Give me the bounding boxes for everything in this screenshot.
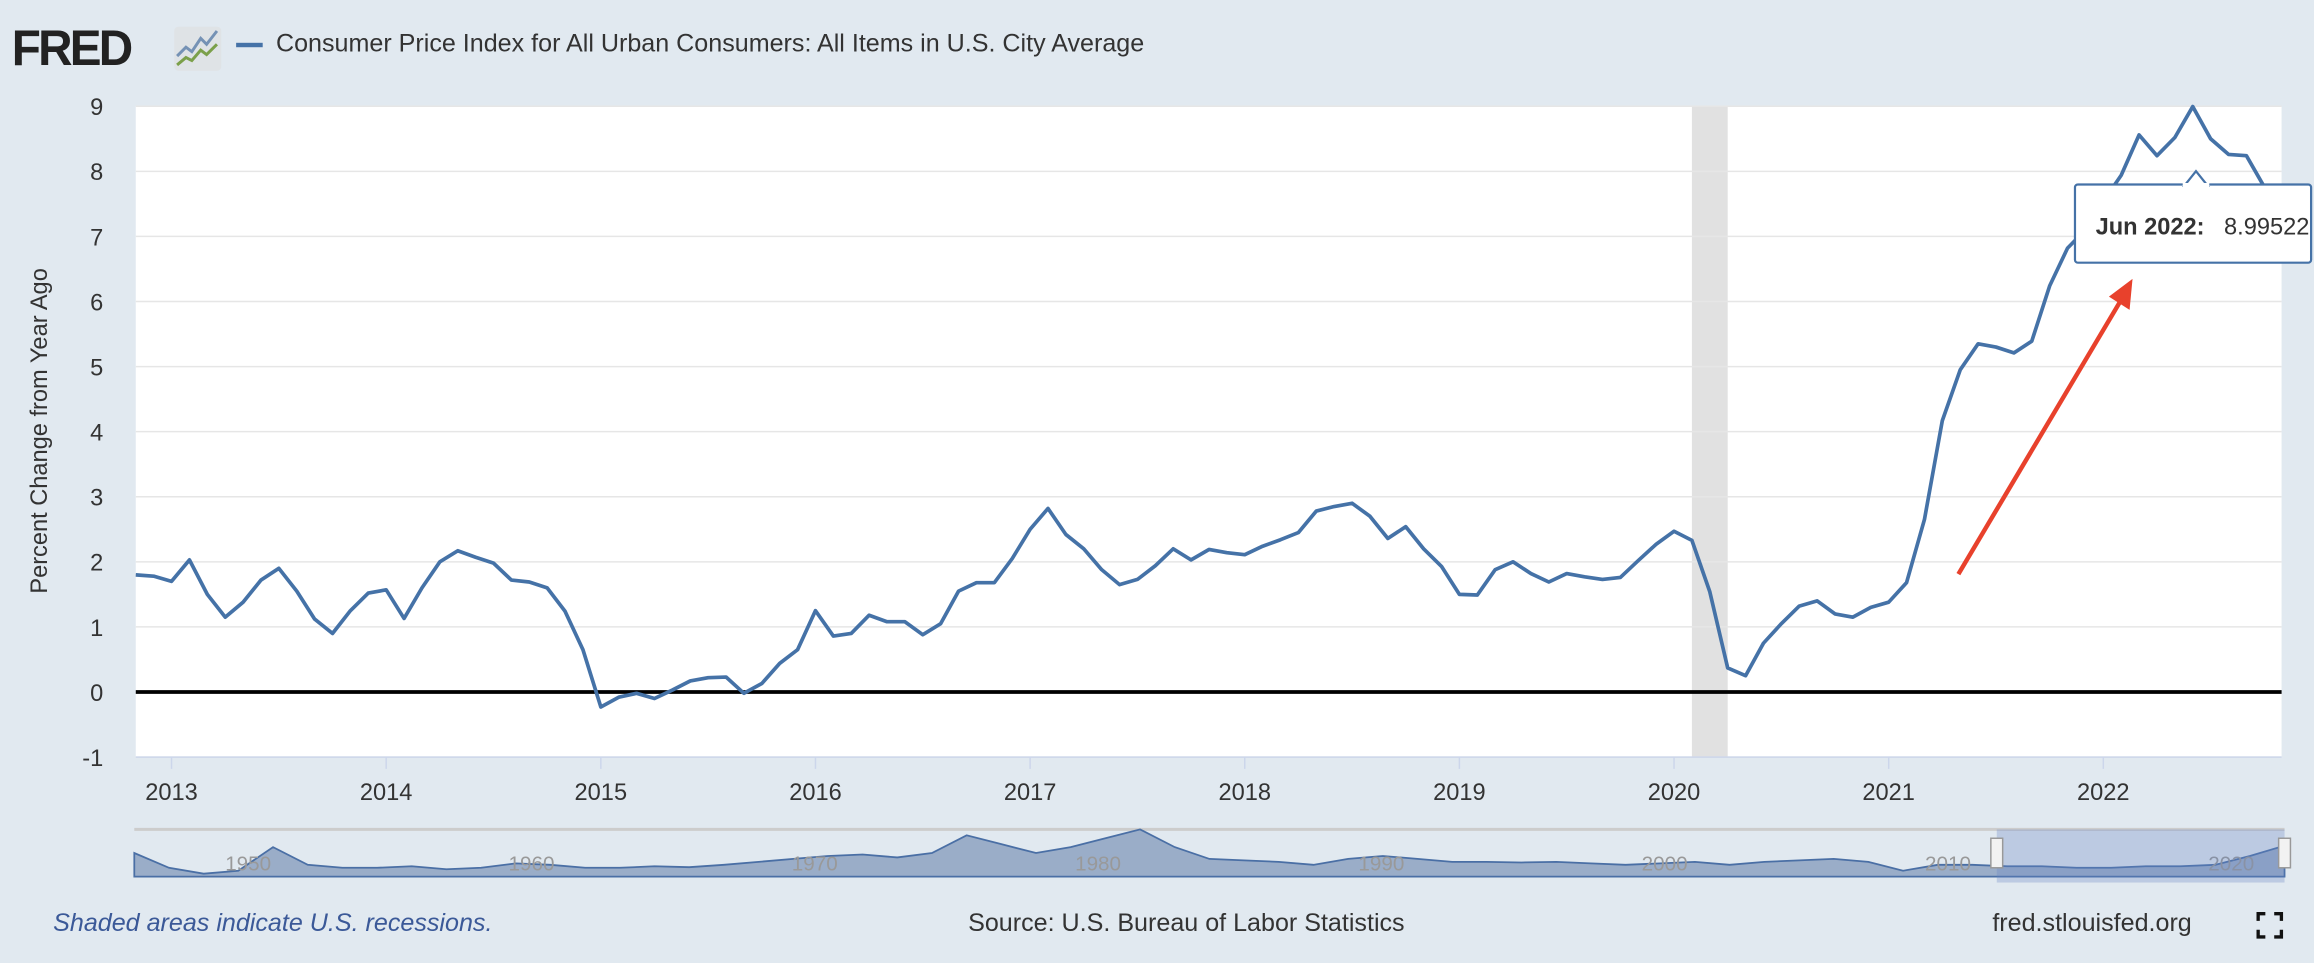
legend-item[interactable]: Consumer Price Index for All Urban Consu… — [236, 30, 1144, 60]
series-title: Consumer Price Index for All Urban Consu… — [275, 29, 1145, 58]
navigator-handle[interactable] — [1990, 837, 2004, 869]
y-axis-label: Percent Change from Year Ago — [27, 268, 53, 594]
tooltip-pointer-mask — [2182, 182, 2210, 188]
navigator-selection — [1996, 829, 2285, 883]
x-tick-label: 2021 — [1862, 780, 1915, 806]
y-tick-label: 6 — [90, 290, 103, 316]
recession-note[interactable]: Shaded areas indicate U.S. recessions. — [53, 909, 493, 938]
navigator-label: 1980 — [1075, 853, 1121, 876]
y-tick-label: 9 — [90, 95, 103, 121]
y-tick-label: -1 — [82, 746, 103, 772]
y-tick-label: 5 — [90, 355, 103, 381]
x-tick-label: 2013 — [145, 780, 198, 806]
annotation-arrow — [1956, 296, 2125, 576]
x-tick-label: 2017 — [1004, 780, 1057, 806]
fred-logo-chart-icon — [174, 26, 222, 71]
y-tick-label: 0 — [90, 681, 103, 707]
tooltip-label: Jun 2022: — [2096, 215, 2205, 241]
y-tick-label: 4 — [90, 421, 103, 447]
chart-svg: -1 0 1 2 3 4 5 6 7 8 9 2013 2014 2015 2016 2017 2018 2019… — [27, 95, 2313, 883]
y-tick-label: 7 — [90, 225, 103, 251]
x-tick-label: 2020 — [1648, 780, 1701, 806]
x-tick-label: 2019 — [1433, 780, 1486, 806]
arrow-head — [2108, 278, 2133, 310]
x-tick-label: 2018 — [1218, 780, 1271, 806]
x-tick-label: 2014 — [360, 780, 413, 806]
fred-logo[interactable]: FRED — [11, 20, 133, 77]
legend-swatch — [236, 42, 263, 47]
navigator-label: 1990 — [1358, 853, 1404, 876]
y-tick-label: 3 — [90, 486, 103, 512]
navigator-label: 1970 — [792, 853, 838, 876]
x-tick-label: 2016 — [789, 780, 842, 806]
fullscreen-icon[interactable] — [2256, 912, 2284, 939]
navigator-label: 1960 — [508, 853, 554, 876]
source-note[interactable]: Source: U.S. Bureau of Labor Statistics — [968, 909, 1405, 938]
x-tick-label: 2015 — [575, 780, 628, 806]
navigator-handle[interactable] — [2277, 837, 2292, 869]
navigator-label: 2020 — [2208, 853, 2254, 876]
y-tick-label: 1 — [90, 616, 103, 642]
tooltip: Jun 2022: 8.99522 — [2073, 169, 2313, 264]
navigator-series — [133, 828, 2286, 878]
tooltip-value: 8.99522 — [2224, 215, 2309, 241]
navigator-label: 2000 — [1642, 853, 1688, 876]
site-link[interactable]: fred.stlouisfed.org — [1992, 909, 2192, 938]
navigator-label: 2010 — [1925, 853, 1971, 876]
y-tick-label: 8 — [90, 160, 103, 186]
y-tick-label: 2 — [90, 551, 103, 577]
navigator-label: 1950 — [225, 853, 271, 876]
x-tick-label: 2022 — [2077, 780, 2130, 806]
